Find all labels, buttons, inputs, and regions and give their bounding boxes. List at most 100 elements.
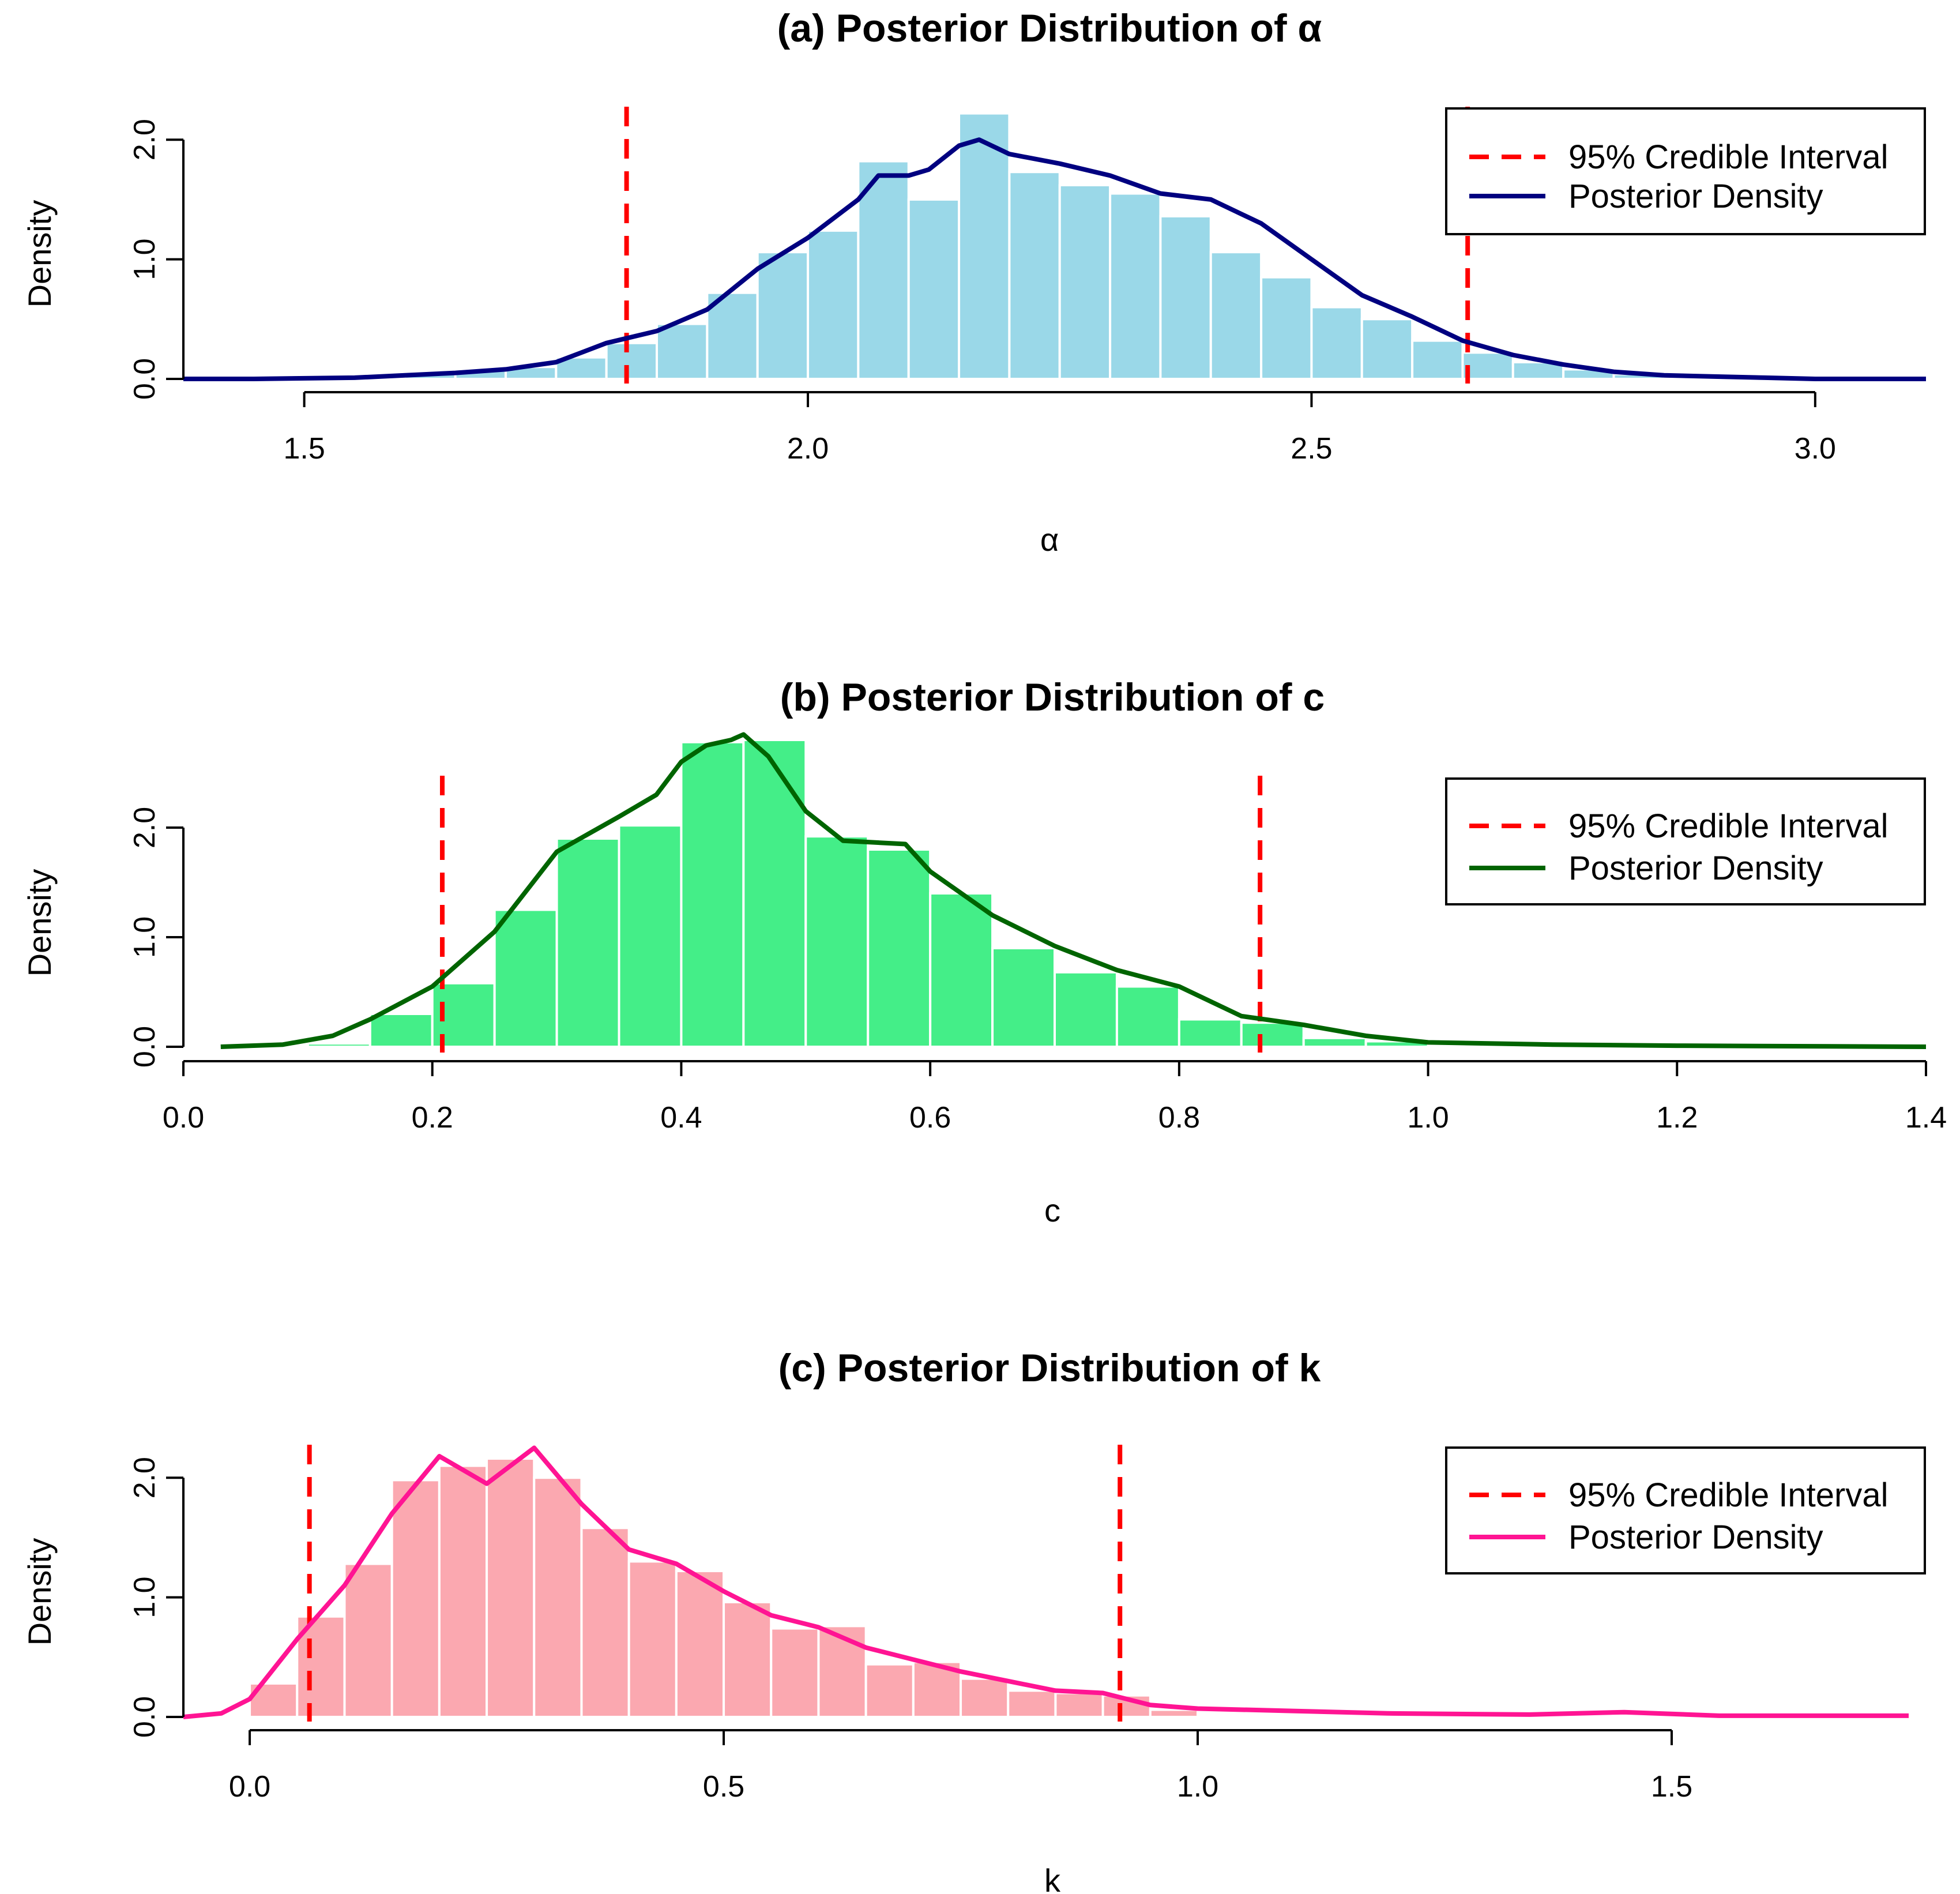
histogram-bar (742, 739, 807, 1048)
x-tick-label: 0.0 (163, 1101, 204, 1134)
x-axis-label: α (1040, 521, 1059, 558)
density-curve-k (183, 1445, 1909, 1719)
histogram-bar (960, 1677, 1010, 1718)
x-tick-label: 0.4 (660, 1101, 702, 1134)
histogram-bar (656, 322, 709, 380)
legend-ci-label: 95% Credible Interval (1568, 1476, 1888, 1514)
histogram-bar (618, 824, 683, 1048)
legend-ci-label: 95% Credible Interval (1568, 138, 1888, 176)
chart-title: (c) Posterior Distribution of k (778, 1346, 1321, 1390)
histogram-bar (807, 229, 860, 380)
histogram-bar (555, 837, 620, 1048)
histogram-bar (390, 1479, 441, 1719)
x-axis-alpha: 1.5 2.0 2.5 3.0 (283, 391, 1836, 465)
x-tick-label: 0.6 (909, 1101, 951, 1134)
chart-title: (a) Posterior Distribution of α (777, 6, 1322, 50)
y-tick-label: 0.0 (128, 1696, 161, 1738)
legend-box (1445, 107, 1926, 235)
histogram-bar (680, 741, 745, 1049)
histogram-bar (1007, 1689, 1057, 1719)
histogram-bar (1411, 339, 1464, 380)
legend-ci-label: 95% Credible Interval (1568, 807, 1888, 845)
panel-alpha: (a) Posterior Distribution of α 0.0 1.0 2.… (21, 6, 1926, 558)
histogram-bar (368, 1013, 434, 1048)
histogram-alpha (353, 112, 1716, 381)
y-tick-label: 0.0 (128, 358, 161, 400)
x-axis-label: k (1044, 1862, 1061, 1894)
y-axis-alpha: 0.0 1.0 2.0 (128, 119, 185, 400)
histogram-bar (1159, 215, 1212, 380)
legend-density-label: Posterior Density (1568, 1519, 1823, 1556)
panel-c: (b) Posterior Distribution of c 0.0 1.0 2.… (21, 675, 1947, 1228)
y-tick-label: 2.0 (128, 807, 161, 848)
legend-alpha: 95% Credible Interval Posterior Density (1445, 107, 1926, 235)
y-tick-label: 1.0 (128, 238, 161, 280)
credible-interval-lines-k (307, 1445, 1123, 1722)
histogram-bar (1461, 351, 1514, 380)
x-tick-label: 2.0 (787, 432, 829, 465)
histogram-bar (958, 112, 1011, 380)
y-axis-label: Density (21, 200, 58, 308)
x-tick-label: 1.0 (1407, 1101, 1449, 1134)
y-axis-label: Density (21, 869, 58, 977)
legend-box (1445, 777, 1926, 905)
y-tick-label: 0.0 (128, 1026, 161, 1068)
histogram-bar (580, 1527, 630, 1719)
y-axis-label: Density (21, 1538, 58, 1646)
histogram-bar (770, 1627, 820, 1719)
histogram-bar (929, 892, 994, 1048)
histogram-bar (438, 1464, 488, 1718)
histogram-bar (1054, 1692, 1104, 1718)
panel-k: (c) Posterior Distribution of k 0.0 1.0 2.… (21, 1346, 1926, 1894)
histogram-bar (486, 1457, 536, 1718)
histogram-bar (1149, 1708, 1199, 1719)
histogram-bar (1008, 171, 1061, 380)
x-tick-label: 2.5 (1291, 432, 1332, 465)
x-tick-label: 0.5 (703, 1770, 744, 1803)
x-tick-label: 3.0 (1795, 432, 1836, 465)
histogram-bar (1115, 985, 1180, 1048)
y-tick-label: 1.0 (128, 916, 161, 958)
histogram-bar (756, 251, 810, 380)
histogram-bar (867, 848, 932, 1048)
histogram-bar (1054, 971, 1118, 1049)
histogram-k (249, 1457, 1199, 1719)
histogram-bar (991, 947, 1056, 1048)
histogram-bar (723, 1600, 773, 1718)
legend-density-label: Posterior Density (1568, 178, 1823, 215)
histogram-bar (343, 1562, 393, 1718)
credible-interval-lines-c (439, 776, 1263, 1053)
histogram-bar (1109, 192, 1162, 380)
y-tick-label: 2.0 (128, 1457, 161, 1498)
histogram-bar (1240, 1021, 1305, 1048)
x-tick-label: 1.5 (283, 432, 325, 465)
legend-c: 95% Credible Interval Posterior Density (1445, 777, 1926, 905)
histogram-bar (605, 341, 659, 380)
histogram-bar (706, 291, 759, 380)
histogram-bar (493, 908, 558, 1048)
x-tick-label: 1.5 (1651, 1770, 1692, 1803)
histogram-bar (907, 198, 961, 380)
x-tick-label: 1.0 (1177, 1770, 1218, 1803)
y-tick-label: 2.0 (128, 119, 161, 160)
density-curve-c (220, 732, 1927, 1049)
legend-density-label: Posterior Density (1568, 850, 1823, 887)
x-tick-label: 1.2 (1656, 1101, 1698, 1134)
histogram-c (306, 739, 1429, 1049)
histogram-bar (1058, 184, 1112, 380)
x-tick-label: 0.8 (1158, 1101, 1200, 1134)
histogram-bar (1360, 318, 1414, 380)
x-tick-label: 1.4 (1905, 1101, 1947, 1134)
legend-k: 95% Credible Interval Posterior Density (1445, 1446, 1926, 1574)
density-curve-alpha (183, 137, 1926, 381)
y-tick-label: 1.0 (128, 1576, 161, 1618)
histogram-bar (306, 1042, 371, 1049)
x-tick-label: 0.2 (412, 1101, 453, 1134)
x-tick-label: 0.0 (229, 1770, 270, 1803)
legend-box (1445, 1446, 1926, 1574)
y-axis-k: 0.0 1.0 2.0 (128, 1457, 185, 1738)
y-axis-c: 0.0 1.0 2.0 (128, 807, 185, 1068)
histogram-bar (627, 1560, 678, 1719)
x-axis-k: 0.0 0.5 1.0 1.5 (229, 1729, 1692, 1803)
